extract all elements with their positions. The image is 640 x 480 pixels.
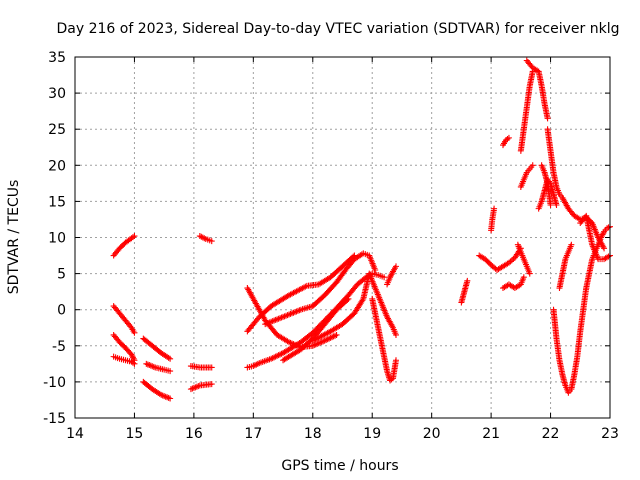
y-tick-label: -10	[43, 375, 66, 391]
x-tick-label: 22	[542, 426, 560, 442]
y-tick-label: 15	[48, 194, 66, 210]
y-axis-label: SDTVAR / TECUs	[6, 180, 22, 295]
series-arc-ad	[550, 285, 590, 396]
data-point	[131, 360, 138, 367]
data-point	[208, 381, 215, 388]
series-arc-h	[196, 233, 215, 245]
y-tick-label: 30	[48, 86, 66, 102]
series-arc-y	[517, 162, 536, 190]
chart-title: Day 216 of 2023, Sidereal Day-to-day VTE…	[57, 21, 620, 37]
series-arc-j	[187, 381, 215, 393]
data-points	[110, 57, 613, 402]
data-point	[568, 241, 575, 248]
y-tick-label: 35	[48, 50, 66, 66]
data-point	[505, 134, 512, 141]
data-point	[131, 329, 138, 336]
x-tick-label: 20	[423, 426, 441, 442]
y-tick-label: -5	[52, 339, 66, 355]
data-point	[520, 274, 527, 281]
series-arc-aa	[523, 57, 551, 122]
series-arc-ab	[544, 126, 608, 252]
series-arc-k	[244, 270, 388, 371]
data-point	[345, 295, 352, 302]
x-tick-label: 15	[126, 426, 144, 442]
grid-lines	[75, 57, 610, 418]
data-point	[208, 364, 215, 371]
data-point	[208, 238, 215, 245]
data-point	[600, 230, 607, 237]
series-arc-x	[514, 241, 533, 277]
data-point	[393, 357, 399, 364]
data-point	[529, 162, 536, 169]
y-tick-label: -15	[43, 411, 66, 427]
data-point	[359, 297, 366, 304]
series-arc-a	[110, 233, 138, 259]
series-arc-t	[476, 245, 524, 273]
series-arc-r	[384, 263, 399, 288]
axis-ticks: 14 15 16 17 18 19 20 21 22 23 -15 -10 -5 0 5 10 15 20 25 30…	[43, 50, 619, 442]
series-arc-n	[309, 270, 399, 344]
x-tick-label: 23	[601, 426, 619, 442]
data-point	[553, 202, 560, 209]
x-tick-label: 17	[244, 426, 262, 442]
data-point	[544, 115, 551, 122]
data-point	[491, 205, 498, 212]
data-point	[464, 277, 471, 284]
data-point	[393, 331, 399, 338]
data-point	[601, 245, 608, 252]
data-point	[333, 331, 340, 338]
series-arc-l	[244, 252, 358, 335]
series-arc-p	[280, 295, 352, 364]
series-arc-d	[110, 353, 138, 367]
data-point	[129, 354, 136, 361]
x-axis-label: GPS time / hours	[281, 458, 398, 474]
series-arc-u	[488, 205, 498, 234]
data-point	[372, 266, 379, 273]
data-point	[389, 269, 396, 276]
series-arc-ac	[535, 176, 560, 212]
data-point	[526, 270, 533, 277]
data-point	[167, 368, 174, 375]
data-point	[547, 202, 554, 209]
series-arc-f	[143, 360, 174, 375]
y-tick-label: 0	[57, 303, 66, 319]
series-arc-ah	[538, 162, 554, 209]
series-arc-z	[517, 68, 536, 154]
x-tick-label: 14	[66, 426, 84, 442]
series-arc-i	[187, 363, 215, 371]
series-arc-w	[500, 274, 527, 292]
series-arc-ag	[577, 212, 613, 263]
data-point	[127, 323, 134, 330]
y-tick-label: 25	[48, 122, 66, 138]
x-tick-label: 16	[185, 426, 203, 442]
series-arc-e	[140, 335, 174, 362]
x-tick-label: 21	[482, 426, 500, 442]
series-arc-af	[556, 241, 575, 292]
data-point	[167, 355, 174, 362]
series-arc-q	[369, 295, 399, 384]
x-tick-label: 18	[304, 426, 322, 442]
data-point	[167, 395, 174, 402]
y-tick-label: 10	[48, 231, 66, 247]
series-arc-o	[262, 250, 379, 328]
x-tick-label: 19	[363, 426, 381, 442]
series-arc-v	[500, 134, 512, 149]
data-point	[344, 296, 351, 303]
series-arc-b	[110, 303, 138, 336]
series-arc-s	[458, 277, 471, 306]
series-arc-g	[140, 378, 174, 402]
data-point	[131, 233, 138, 240]
y-tick-label: 20	[48, 158, 66, 174]
data-point	[381, 274, 388, 281]
y-tick-label: 5	[57, 267, 66, 283]
data-point	[393, 263, 399, 270]
series-arc-ae	[583, 223, 613, 292]
